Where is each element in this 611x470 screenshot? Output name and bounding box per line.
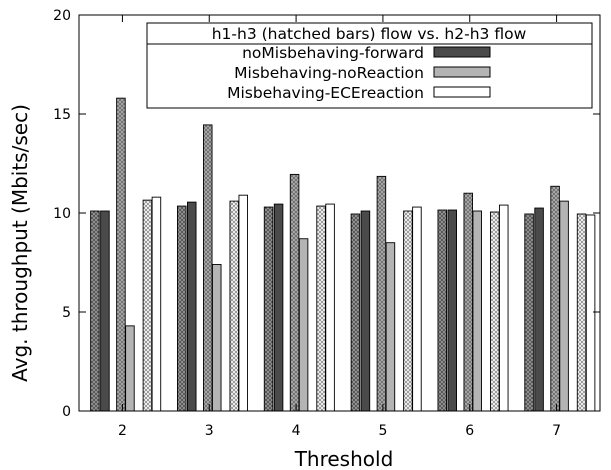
x-tick-label: 2	[118, 423, 127, 439]
legend-label: Misbehaving-ECEreaction	[227, 84, 424, 102]
bar-h1h3-noMisbehaving-forward-6	[437, 209, 448, 412]
bar-h1h3-Misbehaving-ECEreaction-6	[490, 211, 500, 412]
bar-h2h3-Misbehaving-noReaction-5	[385, 242, 396, 412]
x-axis-title: Threshold	[294, 447, 394, 470]
y-tick-label: 10	[53, 206, 71, 222]
bar-h2h3-Misbehaving-noReaction-2	[125, 325, 135, 412]
legend-title: h1-h3 (hatched bars) flow vs. h2-h3 flow	[212, 25, 527, 43]
bar-h2h3-Misbehaving-noReaction-6	[472, 210, 483, 412]
bar-h1h3-Misbehaving-noReaction-6	[463, 192, 474, 412]
y-tick-label: 15	[53, 107, 71, 123]
bar-h2h3-Misbehaving-ECEreaction-2	[151, 196, 162, 412]
bar-h1h3-noMisbehaving-forward-2	[90, 210, 100, 412]
x-tick-label: 3	[205, 423, 214, 439]
bar-h1h3-noMisbehaving-forward-7	[524, 213, 534, 412]
bar-h2h3-noMisbehaving-forward-5	[360, 210, 371, 412]
x-tick-label: 6	[465, 423, 474, 439]
y-tick-label: 0	[62, 404, 71, 420]
legend-swatch	[433, 66, 491, 78]
bar-h1h3-Misbehaving-noReaction-2	[116, 97, 126, 412]
bar-h2h3-noMisbehaving-forward-7	[534, 207, 544, 412]
bar-h1h3-Misbehaving-ECEreaction-5	[403, 210, 413, 412]
y-tick-label: 20	[53, 8, 71, 24]
bar-h2h3-noMisbehaving-forward-4	[273, 203, 284, 412]
legend: h1-h3 (hatched bars) flow vs. h2-h3 flow…	[146, 22, 593, 109]
bar-h1h3-Misbehaving-noReaction-5	[376, 175, 387, 412]
bar-h1h3-noMisbehaving-forward-3	[176, 205, 187, 412]
y-tick-label: 5	[62, 305, 71, 321]
x-tick-label: 4	[292, 423, 301, 439]
legend-label: noMisbehaving-forward	[242, 44, 424, 62]
bars-layer	[90, 97, 596, 412]
bar-h1h3-noMisbehaving-forward-4	[263, 206, 274, 412]
x-tick-label: 7	[552, 423, 561, 439]
bar-h1h3-Misbehaving-noReaction-7	[550, 185, 560, 412]
bar-h2h3-Misbehaving-noReaction-3	[211, 264, 222, 412]
bar-h2h3-noMisbehaving-forward-3	[186, 201, 197, 412]
bar-h2h3-noMisbehaving-forward-2	[100, 210, 110, 412]
y-axis-title: Avg. throughput (Mbits/sec)	[8, 104, 32, 382]
bar-h1h3-Misbehaving-noReaction-4	[289, 173, 300, 412]
bar-h2h3-Misbehaving-noReaction-4	[298, 238, 309, 412]
bar-h2h3-Misbehaving-ECEreaction-7	[585, 214, 596, 412]
legend-frame	[146, 22, 593, 109]
x-tick-label: 5	[378, 423, 387, 439]
bar-h1h3-Misbehaving-ECEreaction-7	[576, 213, 587, 412]
bar-h2h3-Misbehaving-ECEreaction-3	[238, 194, 248, 412]
bar-h2h3-Misbehaving-ECEreaction-6	[499, 204, 509, 412]
legend-swatch	[433, 46, 491, 58]
bar-h2h3-noMisbehaving-forward-6	[447, 209, 458, 412]
bar-h1h3-noMisbehaving-forward-5	[350, 213, 361, 412]
bar-h2h3-Misbehaving-ECEreaction-4	[325, 203, 335, 412]
bar-h1h3-Misbehaving-ECEreaction-2	[142, 199, 153, 412]
legend-label: Misbehaving-noReaction	[234, 64, 424, 82]
bar-h2h3-Misbehaving-ECEreaction-5	[412, 206, 422, 412]
bar-h1h3-Misbehaving-ECEreaction-3	[229, 200, 239, 412]
bar-h1h3-Misbehaving-ECEreaction-4	[316, 205, 326, 412]
legend-swatch	[433, 86, 491, 98]
bar-h2h3-Misbehaving-noReaction-7	[559, 200, 569, 412]
bar-h1h3-Misbehaving-noReaction-3	[202, 124, 213, 412]
axes-layer: 0 5 10 15 20 2 3 4 5 6 7	[53, 8, 601, 439]
